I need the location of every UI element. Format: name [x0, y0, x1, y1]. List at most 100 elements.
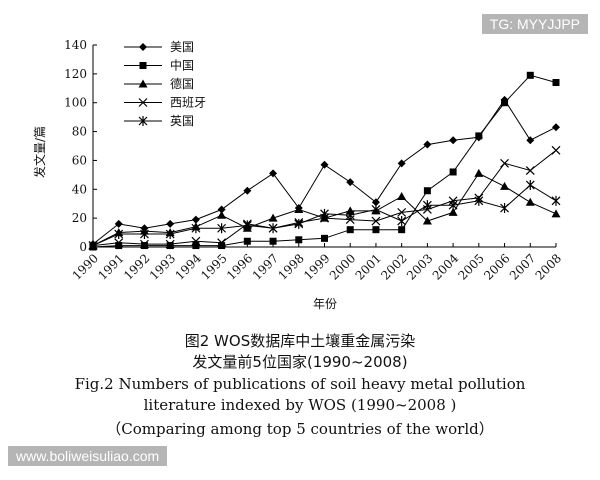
y-tick-label: 60: [72, 153, 87, 167]
data-point-4-6: [242, 220, 252, 231]
data-point-4-17: [525, 179, 535, 190]
legend-label: 英国: [170, 114, 194, 128]
data-point-4-14: [448, 200, 458, 211]
data-point-4-12: [397, 216, 407, 227]
data-point-0-13: [423, 140, 432, 149]
data-point-4-16: [500, 203, 509, 214]
data-point-0-7: [269, 169, 278, 178]
data-point-4-9: [320, 208, 329, 219]
data-point-4-11: [371, 204, 381, 215]
legend-marker: [138, 116, 148, 126]
x-tick-labels: 1990199119921993199419951996199719981999…: [70, 251, 564, 283]
data-point-2-16: [500, 181, 510, 190]
data-point-1-5: [218, 242, 226, 250]
x-tick-label: 2000: [327, 251, 358, 282]
x-tick-label: 1994: [173, 251, 205, 283]
data-point-0-4: [191, 215, 200, 224]
data-point-1-15: [475, 132, 483, 140]
data-point-1-13: [423, 187, 431, 195]
data-point-4-7: [268, 223, 278, 234]
data-point-1-17: [526, 71, 534, 79]
data-point-0-1: [114, 219, 123, 228]
x-tick-label: 2005: [455, 251, 486, 282]
data-point-4-13: [422, 200, 432, 211]
data-point-1-11: [372, 226, 380, 234]
caption-cn-line2: 发文量前5位国家(1990~2008): [192, 353, 408, 371]
y-tick-label: 140: [64, 38, 87, 52]
x-tick-label: 2003: [404, 251, 435, 282]
legend-item: 德国: [124, 76, 194, 91]
data-point-3-18: [551, 145, 561, 155]
data-point-1-7: [269, 237, 277, 245]
data-point-0-3: [166, 219, 175, 228]
y-tick-label: 80: [72, 125, 87, 139]
x-tick-label: 2008: [533, 251, 564, 282]
data-point-2-5: [217, 210, 227, 219]
legend-label: 德国: [170, 76, 194, 91]
x-tick-label: 1997: [250, 251, 281, 282]
data-point-2-7: [268, 213, 278, 222]
data-point-1-1: [115, 242, 123, 250]
data-point-2-17: [525, 197, 535, 206]
data-point-1-8: [295, 236, 303, 244]
y-tick-label: 40: [72, 182, 87, 196]
y-tick-labels: 0 20 40 60 80 100 120 140: [64, 38, 87, 254]
data-point-1-12: [398, 226, 406, 234]
watermark-top: TG: MYYJJPP: [481, 14, 588, 34]
legend-marker: [139, 62, 147, 69]
legend-label: 美国: [170, 40, 194, 54]
x-axis-title: 年份: [313, 297, 337, 311]
x-tick-label: 1992: [121, 251, 152, 282]
data-point-1-14: [449, 168, 457, 176]
data-point-2-18: [551, 209, 561, 218]
series-markers: [88, 71, 561, 251]
data-point-4-18: [551, 195, 561, 206]
data-point-2-15: [474, 168, 484, 177]
data-point-0-9: [320, 160, 329, 169]
data-point-0-12: [397, 159, 406, 168]
data-point-3-17: [525, 166, 535, 175]
x-tick-label: 2001: [353, 251, 384, 282]
y-tick-label: 20: [72, 211, 87, 225]
x-tick-label: 1995: [198, 251, 229, 282]
data-point-3-1: [114, 238, 124, 248]
caption-en-line2: literature indexed by WOS (1990~2008 ): [143, 396, 457, 414]
x-tick-label: 1999: [301, 251, 332, 282]
data-point-1-4: [192, 242, 200, 250]
data-point-4-10: [345, 210, 355, 221]
data-point-1-16: [501, 99, 509, 107]
x-tick-label: 1990: [70, 251, 101, 282]
data-point-0-17: [526, 136, 535, 145]
legend-marker: [138, 79, 148, 88]
x-tick-label: 2002: [378, 251, 409, 282]
x-tick-label: 1996: [224, 251, 255, 282]
watermark-bottom: www.boliweisuliao.com: [8, 446, 168, 466]
data-point-1-3: [166, 242, 174, 250]
data-point-4-5: [217, 223, 227, 234]
data-point-0-10: [346, 178, 355, 187]
data-point-0-14: [449, 136, 458, 145]
data-point-3-4: [191, 236, 201, 246]
data-point-2-8: [294, 204, 304, 213]
data-point-4-1: [114, 229, 124, 240]
x-tick-label: 2007: [507, 251, 538, 282]
data-point-0-18: [552, 123, 560, 132]
legend-item: 西班牙: [124, 96, 206, 110]
caption-cn-line1: 图2 WOS数据库中土壤重金属污染: [184, 332, 416, 350]
legend-item: 美国: [124, 40, 194, 54]
data-point-1-18: [552, 79, 560, 87]
legend-label: 西班牙: [170, 96, 206, 110]
x-tick-label: 1998: [275, 251, 306, 282]
data-point-4-0: [88, 240, 98, 251]
caption-en-line1: Fig.2 Numbers of publications of soil he…: [74, 375, 526, 393]
data-point-0-5: [217, 205, 226, 214]
data-point-1-6: [243, 237, 251, 245]
data-point-0-11: [371, 198, 380, 207]
y-axis-title: 发文量/篇: [32, 126, 47, 178]
data-point-2-12: [397, 192, 407, 200]
x-tick-label: 1993: [147, 251, 178, 282]
data-point-4-4: [191, 223, 201, 234]
data-point-3-3: [165, 239, 175, 249]
